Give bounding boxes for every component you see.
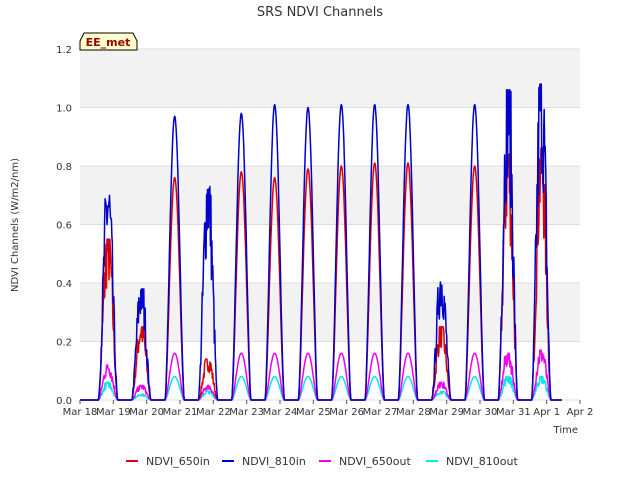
plot-band (80, 283, 580, 342)
x-tick-label: Mar 20 (129, 407, 164, 418)
x-tick-label: Mar 18 (63, 407, 98, 418)
x-tick-label: Mar 29 (429, 407, 464, 418)
x-axis-label: Time (553, 425, 578, 436)
y-axis-ticks: 0.0 0.2 0.4 0.6 0.8 1.0 1.2 (56, 45, 72, 407)
series-layer (80, 83, 562, 401)
x-tick-label: Mar 30 (463, 407, 498, 418)
legend-entry: NDVI_810out (426, 455, 518, 468)
x-tick-label: Mar 27 (363, 407, 398, 418)
x-tick-label: Mar 28 (396, 407, 431, 418)
x-tick-label: Apr 1 (533, 407, 560, 418)
x-tick-label: Mar 19 (96, 407, 131, 418)
y-tick-label: 0.8 (56, 162, 72, 173)
legend-label: NDVI_650in (146, 455, 210, 468)
series-line-ndvi_810in (80, 83, 562, 401)
legend-entry: NDVI_650out (319, 455, 411, 468)
legend-entry: NDVI_810in (222, 455, 306, 468)
legend: NDVI_650in NDVI_810in NDVI_650out NDVI_810o… (126, 455, 518, 468)
y-tick-label: 1.2 (56, 45, 72, 56)
x-tick-label: Mar 31 (496, 407, 531, 418)
x-tick-label: Mar 25 (296, 407, 331, 418)
plot-band (80, 166, 580, 225)
plot-band (80, 49, 580, 108)
y-tick-label: 0.6 (56, 221, 72, 232)
legend-label: NDVI_810in (242, 455, 306, 468)
legend-label: NDVI_650out (339, 455, 411, 468)
chart-title: SRS NDVI Channels (257, 5, 383, 20)
annotation-box: EE_met (79, 32, 138, 51)
annotation-label: EE_met (86, 36, 131, 49)
y-tick-label: 0.4 (56, 279, 72, 290)
y-tick-label: 0.0 (56, 396, 72, 407)
x-tick-label: Mar 21 (163, 407, 198, 418)
y-tick-label: 1.0 (56, 104, 72, 115)
x-tick-label: Mar 22 (196, 407, 231, 418)
x-tick-label: Mar 24 (263, 407, 298, 418)
y-axis-label: NDVI Channels (W/m2/nm) (10, 158, 21, 292)
x-tick-label: Mar 26 (329, 407, 364, 418)
x-tick-label: Apr 2 (567, 407, 594, 418)
x-tick-label: Mar 23 (229, 407, 264, 418)
legend-entry: NDVI_650in (126, 455, 210, 468)
legend-label: NDVI_810out (446, 455, 518, 468)
y-tick-label: 0.2 (56, 338, 72, 349)
